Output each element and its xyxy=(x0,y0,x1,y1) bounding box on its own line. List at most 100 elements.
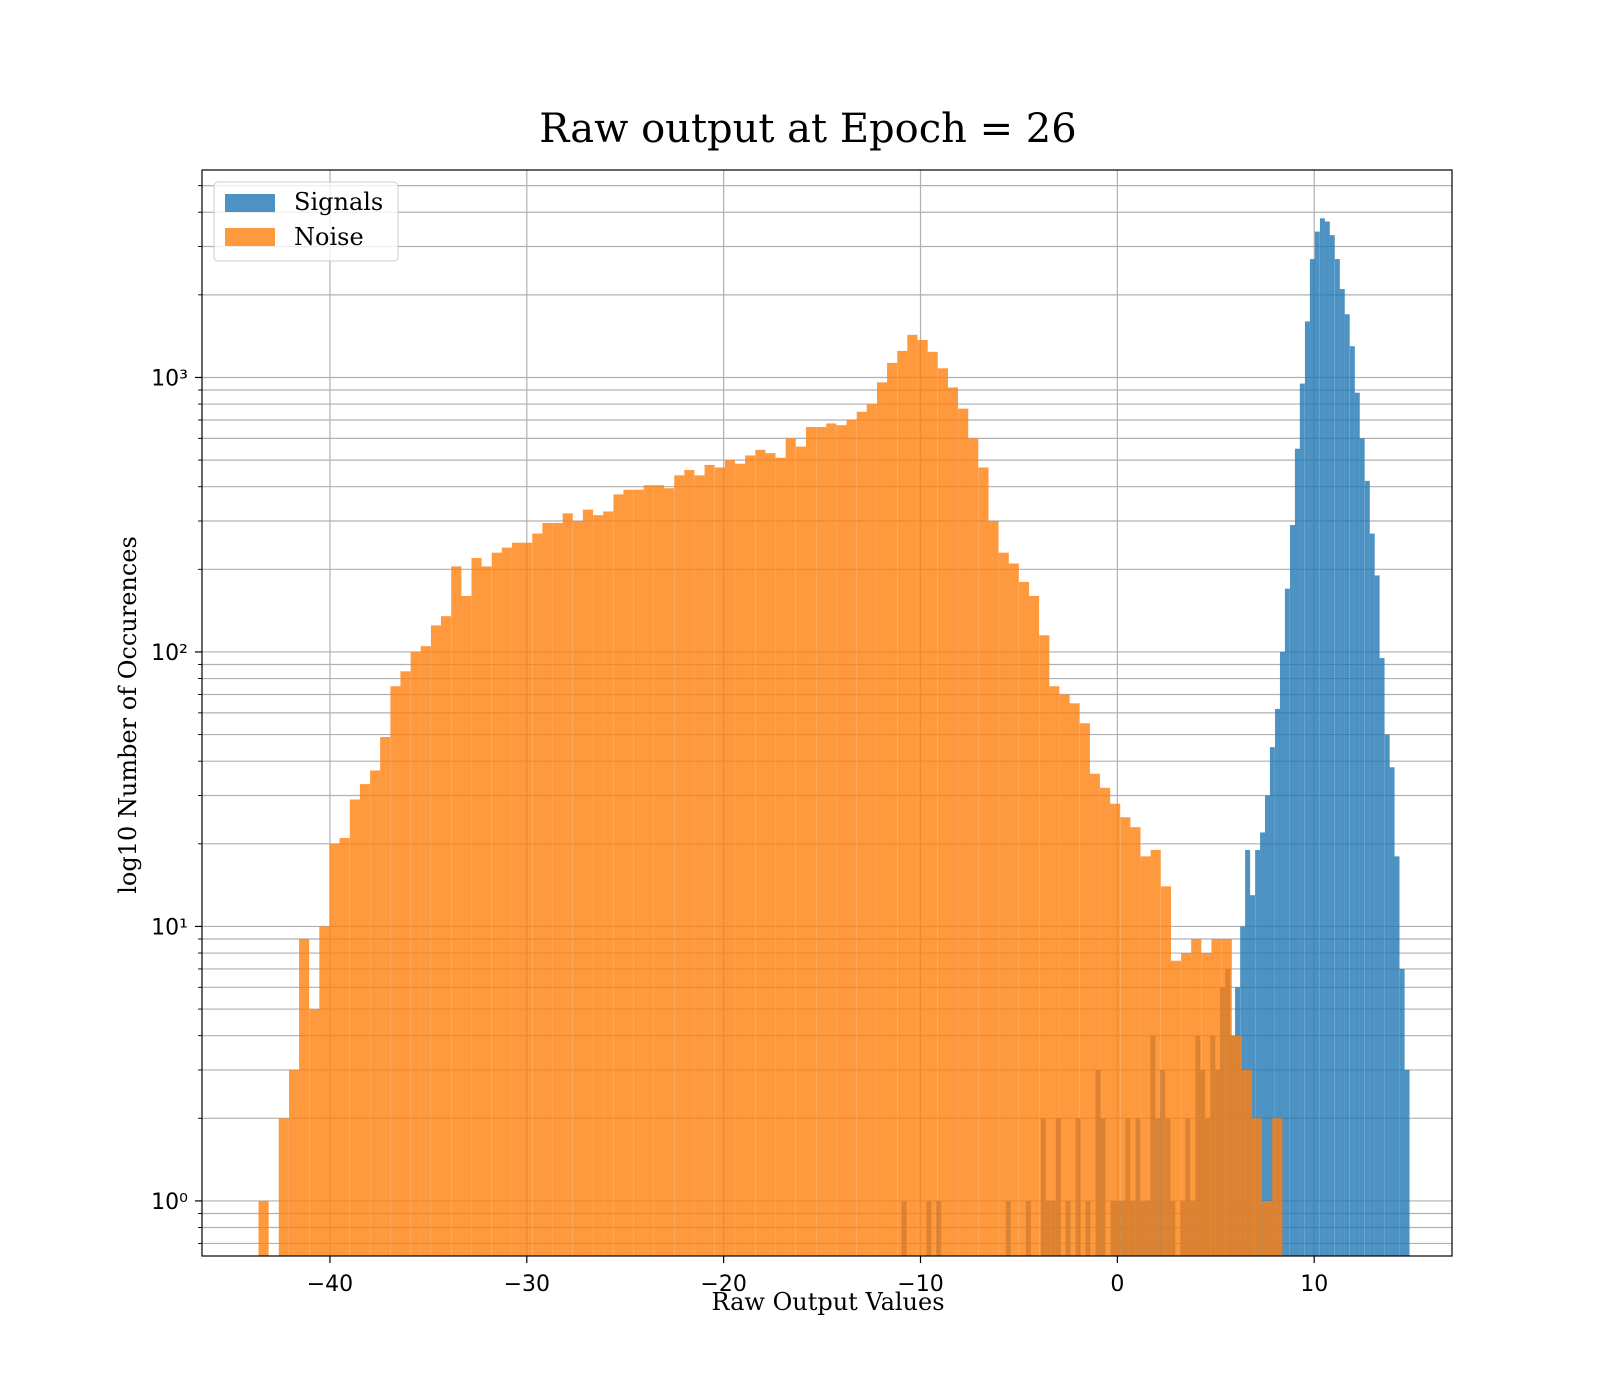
signals-bar xyxy=(1299,383,1305,1257)
noise-bar xyxy=(735,463,746,1256)
noise-bar xyxy=(309,1009,320,1256)
signals-bar xyxy=(1369,533,1375,1256)
noise-bar xyxy=(258,1200,269,1256)
x-tick-label: −10 xyxy=(897,1272,943,1297)
noise-bar xyxy=(289,1069,300,1256)
noise-bar xyxy=(319,926,330,1256)
noise-bar xyxy=(491,552,502,1256)
x-tick-label: −40 xyxy=(307,1272,353,1297)
noise-bar xyxy=(339,837,350,1256)
signals-bar xyxy=(1284,588,1290,1256)
noise-bar xyxy=(299,938,310,1256)
signals-bar xyxy=(1319,218,1325,1257)
noise-bar xyxy=(1241,1069,1253,1256)
noise-bar xyxy=(694,475,705,1256)
y-axis-label: log10 Number of Occurences xyxy=(114,536,142,894)
signals-bar xyxy=(1260,832,1266,1256)
signals-bar xyxy=(1289,525,1295,1256)
noise-bar xyxy=(370,770,381,1256)
x-axis-ticks: −40 −30 −20 −10 0 10 xyxy=(307,1256,1328,1297)
noise-bar xyxy=(532,533,543,1256)
noise-bar xyxy=(278,1118,289,1256)
noise-bar xyxy=(1049,686,1060,1256)
noise-bar xyxy=(1221,938,1232,1256)
signals-bar xyxy=(1294,448,1300,1256)
signals-bar xyxy=(1404,1069,1410,1256)
y-tick-label: 10¹ xyxy=(151,915,188,940)
noise-bar xyxy=(501,547,512,1256)
noise-bar xyxy=(826,423,837,1256)
noise-bar xyxy=(1018,581,1030,1256)
noise-bar xyxy=(359,784,371,1256)
noise-bar xyxy=(745,455,756,1256)
noise-bar xyxy=(917,339,928,1256)
noise-bar xyxy=(562,513,573,1256)
noise-bar xyxy=(897,350,908,1257)
noise-bar xyxy=(410,651,421,1256)
noise-bar xyxy=(937,368,948,1256)
noise-bar xyxy=(1069,703,1080,1256)
noise-bar xyxy=(1079,723,1090,1256)
noise-bar xyxy=(451,566,462,1256)
noise-bar xyxy=(846,419,857,1256)
signals-bar xyxy=(1324,221,1330,1256)
y-tick-label: 10² xyxy=(151,641,188,666)
legend-label-signals: Signals xyxy=(294,188,383,216)
noise-bar xyxy=(947,387,959,1256)
noise-bar xyxy=(512,542,523,1256)
signals-bar xyxy=(1344,314,1350,1256)
noise-bar xyxy=(1201,953,1212,1256)
noise-bar xyxy=(684,470,695,1257)
legend-label-noise: Noise xyxy=(294,223,364,251)
noise-bar xyxy=(522,542,533,1256)
noise-bar xyxy=(664,488,675,1256)
noise-bar xyxy=(593,515,604,1256)
noise-bar xyxy=(1140,856,1151,1256)
noise-bar xyxy=(582,509,594,1256)
noise-bar xyxy=(1028,595,1040,1256)
noise-bar xyxy=(1008,563,1019,1256)
noise-bar xyxy=(958,408,969,1256)
legend-swatch-signals xyxy=(225,194,275,212)
signals-bar xyxy=(1354,392,1360,1256)
noise-bar xyxy=(1110,803,1121,1256)
signals-bar xyxy=(1379,658,1385,1256)
noise-bar xyxy=(1211,938,1222,1256)
noise-bar xyxy=(1181,953,1192,1256)
noise-bar xyxy=(998,552,1009,1256)
signals-bar xyxy=(1339,289,1345,1257)
y-tick-label: 10⁰ xyxy=(151,1190,188,1215)
signals-bar xyxy=(1275,708,1281,1256)
signals-bar xyxy=(1349,346,1355,1256)
noise-bar xyxy=(674,475,685,1256)
noise-bar xyxy=(1150,849,1161,1256)
noise-bar xyxy=(805,427,817,1256)
x-axis-label: Raw Output Values xyxy=(711,1288,944,1316)
noise-bar xyxy=(542,522,553,1256)
signals-bar xyxy=(1399,968,1405,1256)
noise-bar xyxy=(856,411,867,1256)
signals-bar xyxy=(1304,321,1310,1256)
noise-bar xyxy=(440,616,452,1256)
noise-bar xyxy=(1191,938,1202,1256)
noise-bar xyxy=(420,646,431,1256)
noise-bar xyxy=(1059,694,1070,1256)
noise-bar xyxy=(1089,773,1100,1256)
noise-bar xyxy=(1252,1118,1263,1256)
noise-bar xyxy=(866,404,877,1256)
signals-bar xyxy=(1364,480,1370,1256)
noise-bar xyxy=(633,489,644,1256)
noise-bar xyxy=(430,625,442,1256)
noise-bar xyxy=(572,520,584,1256)
noise-bar xyxy=(380,736,391,1256)
noise-bar xyxy=(1160,886,1171,1256)
noise-bar xyxy=(978,467,989,1256)
signals-bar xyxy=(1334,259,1340,1257)
noise-bar xyxy=(775,457,786,1256)
noise-bar xyxy=(1039,635,1050,1256)
legend-swatch-noise xyxy=(225,228,275,246)
signals-bar xyxy=(1359,438,1365,1256)
noise-bar xyxy=(1120,817,1131,1256)
noise-series xyxy=(258,334,1283,1257)
